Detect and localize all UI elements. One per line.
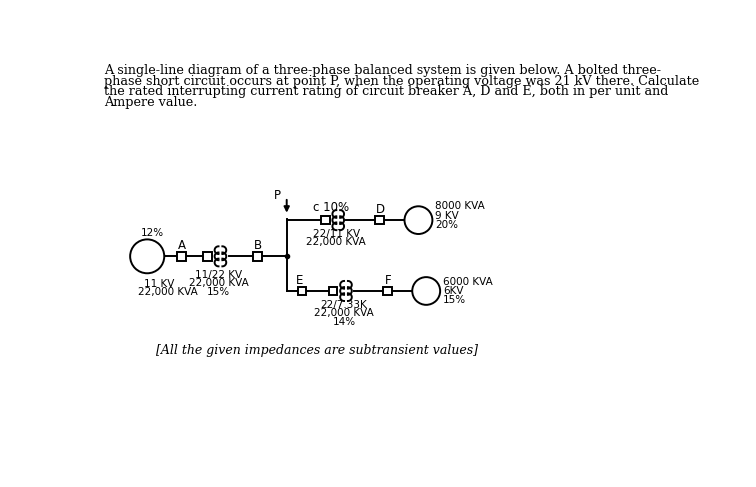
Bar <box>298 287 306 295</box>
Text: 9 KV: 9 KV <box>435 210 459 221</box>
Text: A: A <box>178 239 186 252</box>
Circle shape <box>130 240 164 273</box>
Bar <box>321 216 330 225</box>
Bar <box>376 216 384 225</box>
Text: 20%: 20% <box>435 220 458 230</box>
Text: Gen: Gen <box>135 250 159 263</box>
Text: 8000 KVA: 8000 KVA <box>435 201 485 211</box>
Text: 11/22 KV: 11/22 KV <box>195 270 242 280</box>
Circle shape <box>412 277 440 305</box>
Text: 22,000 KVA: 22,000 KVA <box>314 308 374 318</box>
Text: M1: M1 <box>410 214 427 226</box>
Bar <box>203 252 212 261</box>
Bar <box>383 287 392 295</box>
Text: M2: M2 <box>417 284 435 298</box>
Text: 22/7.33K: 22/7.33K <box>321 300 367 310</box>
Text: c 10%: c 10% <box>313 201 349 214</box>
Circle shape <box>404 206 432 234</box>
Text: [All the given impedances are subtransient values]: [All the given impedances are subtransie… <box>156 344 479 357</box>
Text: 6KV: 6KV <box>443 286 463 296</box>
Bar <box>253 252 262 261</box>
Text: 6000 KVA: 6000 KVA <box>443 277 493 287</box>
Text: 22,000 KVA: 22,000 KVA <box>138 287 197 297</box>
Text: 22/11 KV: 22/11 KV <box>313 229 360 239</box>
Text: 15%: 15% <box>443 295 466 305</box>
Bar <box>177 252 185 261</box>
Text: B: B <box>254 239 262 252</box>
Text: D: D <box>376 203 385 216</box>
Text: Ampere value.: Ampere value. <box>104 96 197 109</box>
Text: F: F <box>385 274 392 287</box>
Bar <box>329 287 337 295</box>
Text: phase short circuit occurs at point P, when the operating voltage was 21 kV ther: phase short circuit occurs at point P, w… <box>104 75 699 88</box>
Text: the rated interrupting current rating of circuit breaker A, D and E, both in per: the rated interrupting current rating of… <box>104 85 668 98</box>
Text: P: P <box>274 189 280 202</box>
Text: 11 KV: 11 KV <box>144 279 175 289</box>
Text: 22,000 KVA: 22,000 KVA <box>189 278 249 288</box>
Text: E: E <box>296 274 303 287</box>
Text: 22,000 KVA: 22,000 KVA <box>306 238 366 247</box>
Text: A single-line diagram of a three-phase balanced system is given below. A bolted : A single-line diagram of a three-phase b… <box>104 64 661 77</box>
Text: 12%: 12% <box>141 228 164 238</box>
Text: 15%: 15% <box>207 287 230 297</box>
Text: 14%: 14% <box>333 317 355 327</box>
